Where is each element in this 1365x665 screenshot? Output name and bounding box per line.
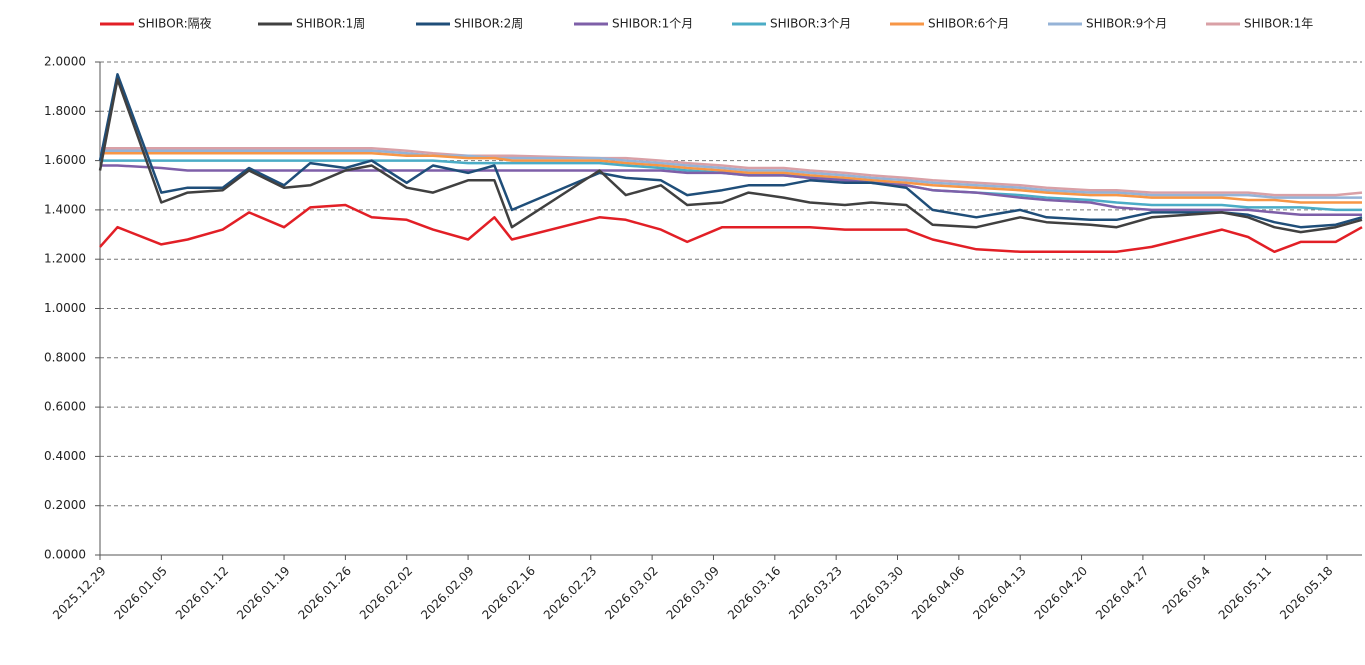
legend-item: SHIBOR:隔夜 <box>100 16 212 31</box>
legend-item: SHIBOR:1个月 <box>574 17 693 31</box>
x-tick-label: 2026.02.09 <box>418 564 476 622</box>
x-tick-label: 2026.03.23 <box>786 564 844 622</box>
x-tick-label: 2026.05.11 <box>1216 564 1274 622</box>
series-line <box>100 147 1363 197</box>
x-tick-label: 2026.05.4 <box>1160 564 1213 617</box>
x-tick-label: 2026.03.02 <box>602 564 660 622</box>
x-tick-label: 2026.01.05 <box>111 564 169 622</box>
x-tick-label: 2026.04.27 <box>1093 564 1151 622</box>
x-tick-label: 2026.02.02 <box>357 564 415 622</box>
y-tick-label: 1.2000 <box>44 252 86 266</box>
y-tick-label: 1.6000 <box>44 153 86 167</box>
y-tick-label: 2.0000 <box>44 55 86 69</box>
x-tick-label: 2026.02.16 <box>480 564 538 622</box>
legend-label: SHIBOR:1年 <box>1244 17 1313 31</box>
y-tick-label: 1.4000 <box>44 202 86 216</box>
series-line <box>100 164 1362 217</box>
x-tick-label: 2026.03.30 <box>848 564 906 622</box>
series-line <box>100 149 1362 199</box>
legend-label: SHIBOR:2周 <box>454 17 523 31</box>
x-tick-label: 2026.04.13 <box>970 564 1028 622</box>
legend-label: SHIBOR:6个月 <box>928 17 1009 31</box>
legend-item: SHIBOR:1年 <box>1206 17 1313 31</box>
y-tick-label: 1.8000 <box>44 104 86 118</box>
y-tick-label: 0.2000 <box>44 498 86 512</box>
x-tick-label: 2025.12.29 <box>50 564 108 622</box>
y-tick-label: 0.4000 <box>44 449 86 463</box>
legend-item: SHIBOR:2周 <box>416 17 523 31</box>
x-tick-label: 2026.04.06 <box>909 564 967 622</box>
x-tick-label: 2026.03.16 <box>725 564 783 622</box>
legend-label: SHIBOR:9个月 <box>1086 17 1167 31</box>
x-tick-label: 2026.05.18 <box>1277 564 1335 622</box>
legend-item: SHIBOR:9个月 <box>1048 17 1167 31</box>
y-tick-label: 1.0000 <box>44 301 86 315</box>
legend-label: SHIBOR:1周 <box>296 17 365 31</box>
x-tick-label: 2026.03.09 <box>664 564 722 622</box>
legend-label: SHIBOR:隔夜 <box>138 16 212 31</box>
y-tick-label: 0.6000 <box>44 400 86 414</box>
y-tick-label: 0.0000 <box>44 548 86 562</box>
y-tick-label: 0.8000 <box>44 350 86 364</box>
series-line <box>98 73 1363 229</box>
series-line <box>98 78 1363 234</box>
x-tick-label: 2026.01.12 <box>173 564 231 622</box>
x-tick-label: 2026.01.26 <box>295 564 353 622</box>
legend-label: SHIBOR:1个月 <box>612 17 693 31</box>
legend-item: SHIBOR:6个月 <box>890 17 1009 31</box>
series-line <box>99 203 1363 254</box>
legend-item: SHIBOR:3个月 <box>732 17 851 31</box>
legend-label: SHIBOR:3个月 <box>770 17 851 31</box>
x-tick-label: 2026.04.20 <box>1032 564 1090 622</box>
x-tick-label: 2026.01.19 <box>234 564 292 622</box>
x-tick-label: 2026.02.23 <box>541 564 599 622</box>
legend-item: SHIBOR:1周 <box>258 17 365 31</box>
series-line <box>100 151 1362 204</box>
